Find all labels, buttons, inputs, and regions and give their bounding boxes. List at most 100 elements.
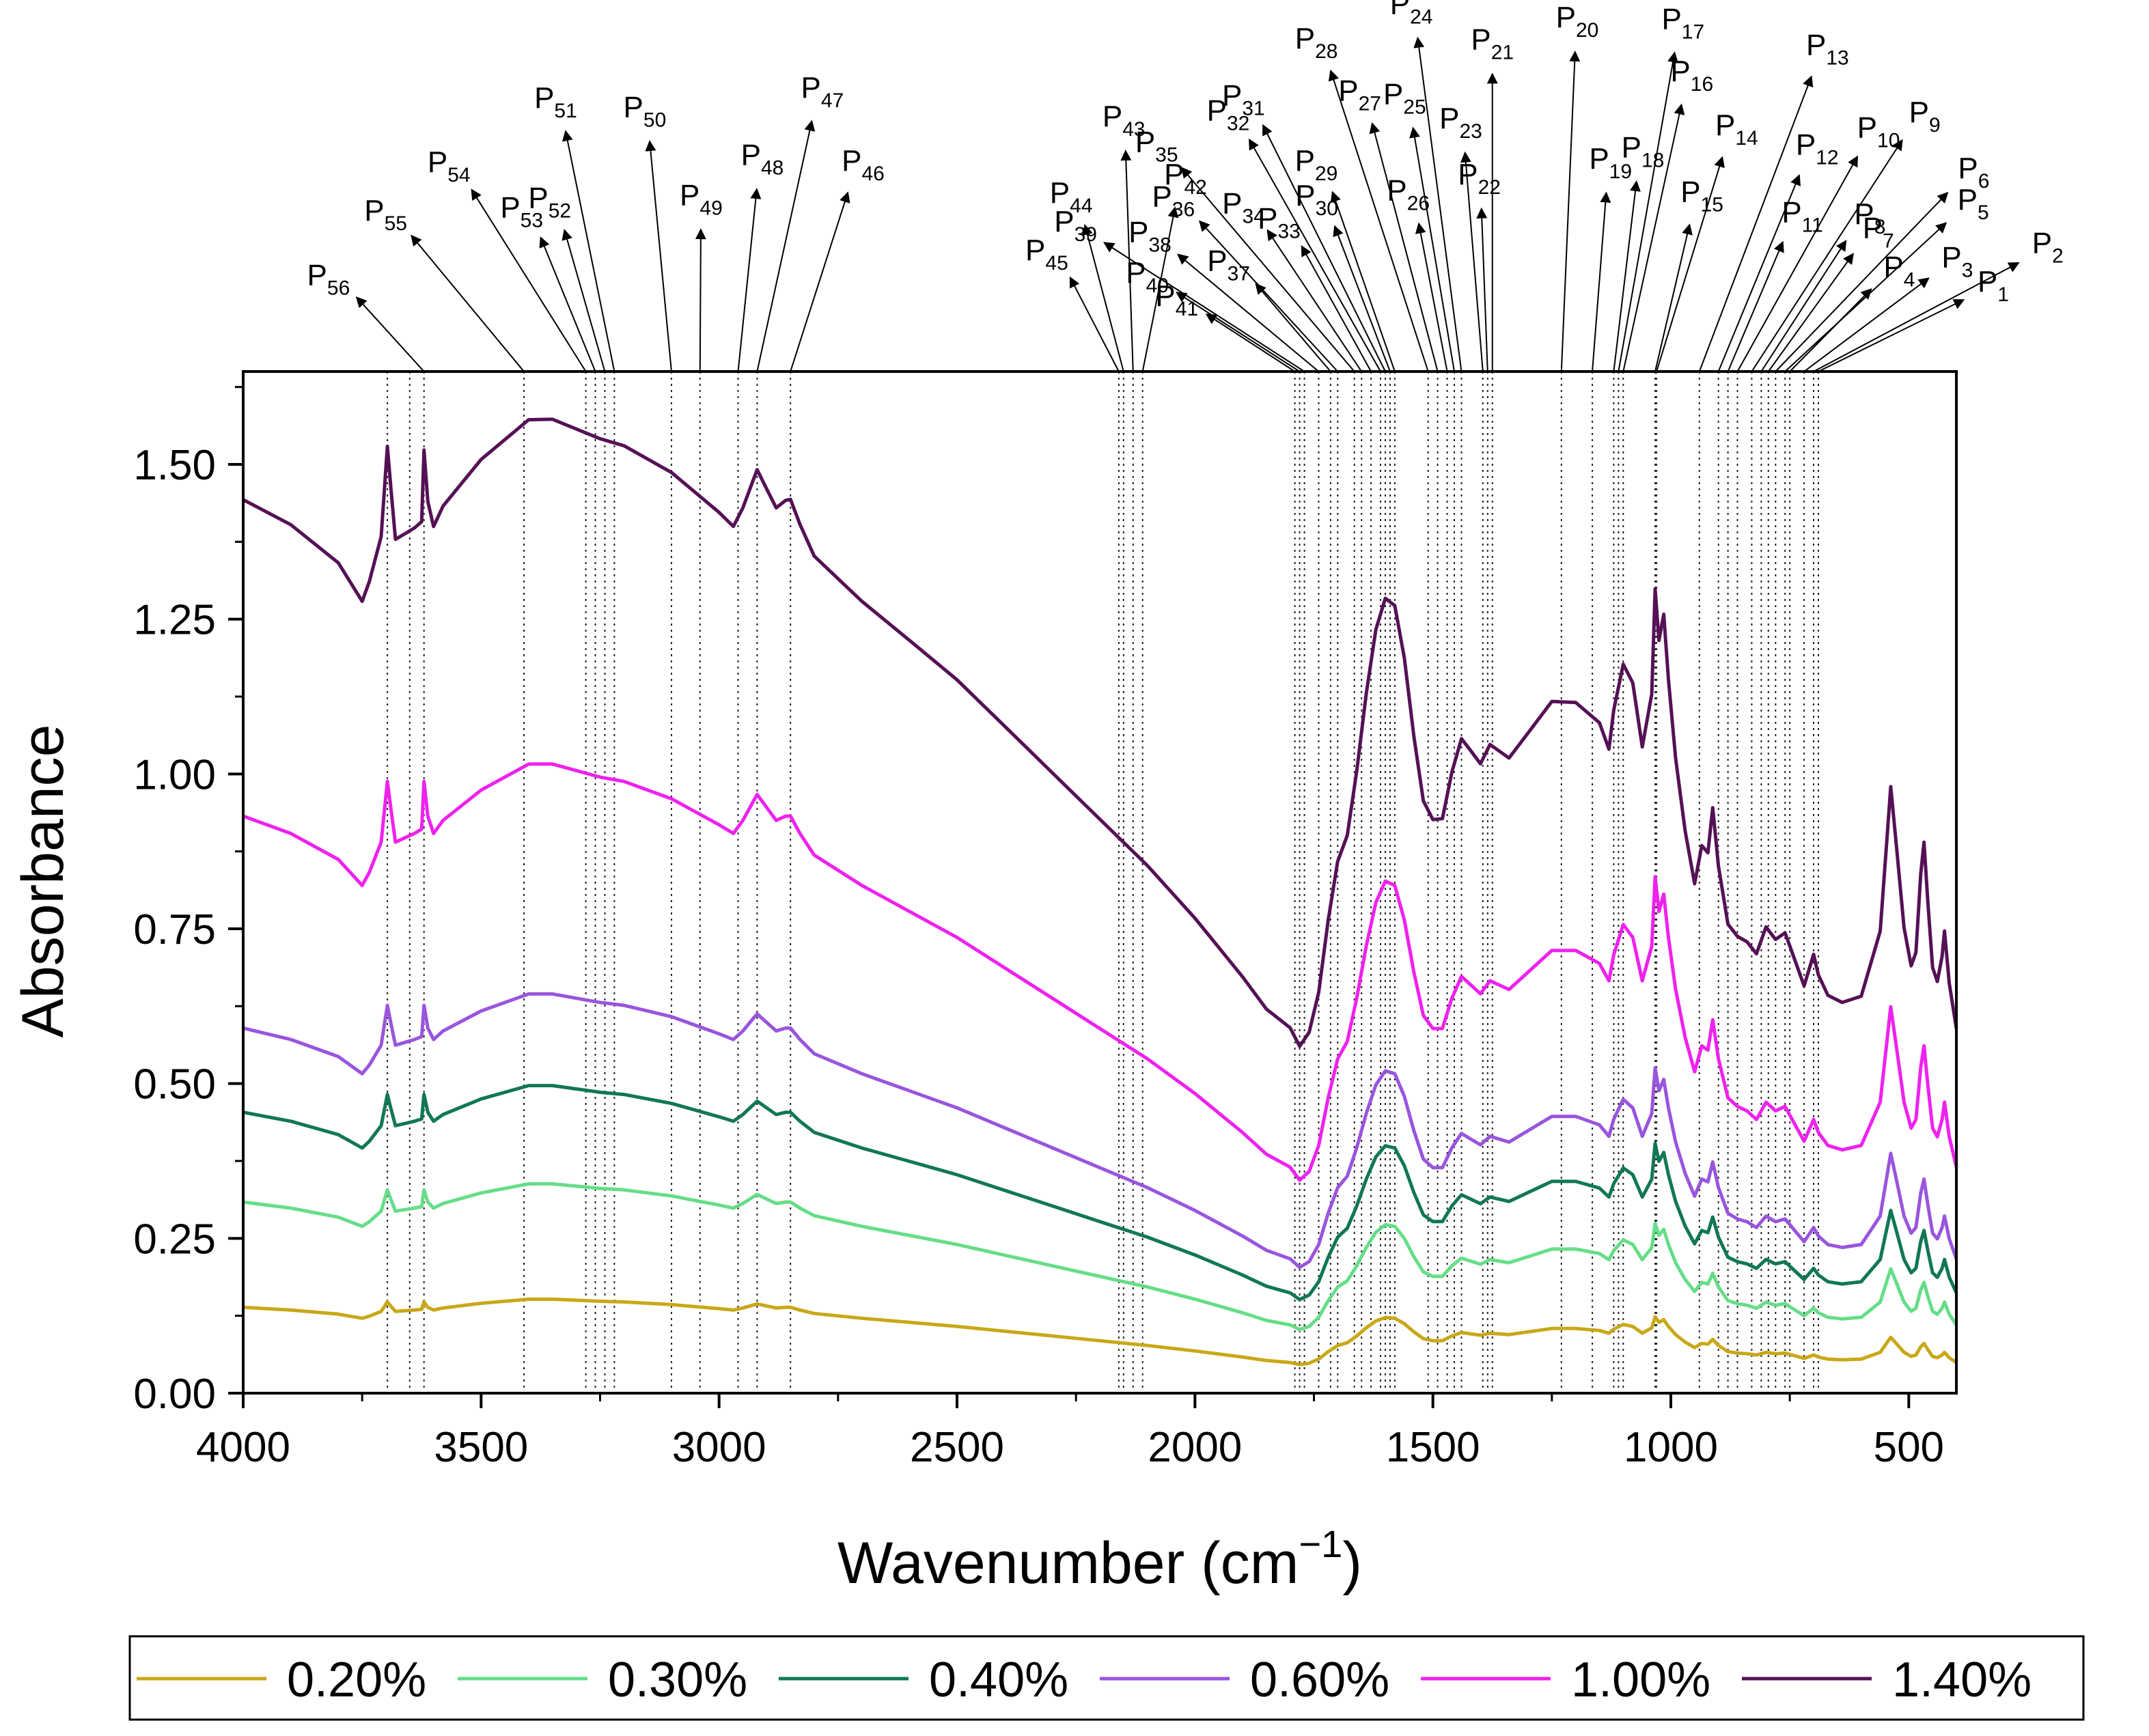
peak-label-letter: P <box>1383 78 1403 111</box>
peak-arrow <box>1069 276 1120 372</box>
peak-label-letter: P <box>1622 131 1641 165</box>
peak-label-letter: P <box>1958 152 1978 185</box>
peak-label: P10 <box>1857 111 1900 152</box>
peak-label-number: 45 <box>1045 252 1068 275</box>
peak-label-letter: P <box>1715 109 1735 142</box>
peak-arrow <box>1103 242 1305 372</box>
peak-label-number: 36 <box>1172 198 1195 221</box>
x-tick-label: 1000 <box>1624 1424 1718 1471</box>
series-line <box>242 1297 1958 1367</box>
peak-label: P1 <box>1978 265 2009 306</box>
peak-label-letter: P <box>1152 180 1171 213</box>
peak-label-letter: P <box>528 182 548 215</box>
peak-label-letter: P <box>680 178 699 212</box>
peak-label-number: 23 <box>1459 120 1482 143</box>
peak-label: P37 <box>1207 244 1250 285</box>
peak-label: P12 <box>1796 128 1839 169</box>
peak-arrow <box>355 296 425 372</box>
peak-label-number: 31 <box>1242 97 1264 120</box>
x-axis-title-main: Wavenumber (cm <box>837 1530 1299 1596</box>
peak-label: P56 <box>307 259 350 300</box>
y-tick-label: 1.50 <box>133 442 216 489</box>
peak-label-letter: P <box>1680 176 1700 209</box>
peak-arrow <box>411 234 525 372</box>
peak-arrow <box>561 130 615 372</box>
peak-arrow <box>1141 206 1179 372</box>
peak-label-letter: P <box>1222 79 1242 112</box>
peak-label-letter: P <box>1390 0 1410 20</box>
peak-label: P39 <box>1054 205 1097 246</box>
y-tick-label: 0.50 <box>133 1061 216 1108</box>
peak-label: P15 <box>1680 176 1723 216</box>
peak-label-number: 32 <box>1227 113 1249 135</box>
peak-label-number: 9 <box>1929 114 1941 137</box>
peak-label: P54 <box>428 145 471 186</box>
peak-arrow <box>1301 244 1372 372</box>
legend-label: 0.40% <box>929 1653 1068 1707</box>
peak-label: P11 <box>1781 195 1823 236</box>
peak-label: P45 <box>1025 234 1068 275</box>
peak-arrow <box>1768 253 1854 372</box>
peak-label-number: 34 <box>1242 205 1264 227</box>
x-tick-label: 1500 <box>1386 1424 1480 1471</box>
x-tick-label: 3000 <box>672 1424 766 1471</box>
peak-arrow <box>1654 223 1693 372</box>
legend-label: 0.60% <box>1250 1653 1389 1707</box>
peak-arrow <box>1180 167 1355 372</box>
peak-label: P50 <box>624 90 667 131</box>
peak-label-letter: P <box>307 259 327 292</box>
peak-arrow <box>1618 51 1678 372</box>
peak-label-letter: P <box>842 144 861 178</box>
peak-labels: P46P47P48P49P50P51P52P53P54P55P56P42P43P… <box>307 0 2064 372</box>
peak-label-number: 3 <box>1962 259 1973 281</box>
peak-label-letter: P <box>1471 23 1491 56</box>
peak-label-letter: P <box>1207 94 1227 128</box>
peak-label-letter: P <box>1295 144 1315 178</box>
peak-label-letter: P <box>2032 227 2052 260</box>
peak-label: P28 <box>1295 22 1338 63</box>
peak-label-letter: P <box>1863 212 1883 245</box>
peak-label: P22 <box>1458 158 1501 199</box>
peak-label-letter: P <box>1661 2 1681 36</box>
series-line <box>242 992 1958 1270</box>
peak-arrow <box>1736 155 1859 372</box>
peak-arrow <box>1751 139 1903 372</box>
peak-label-number: 1 <box>1997 283 2009 306</box>
peak-arrow <box>1613 180 1641 372</box>
peak-label-number: 25 <box>1403 96 1426 119</box>
peak-label: P32 <box>1207 94 1250 135</box>
peak-arrow <box>1205 313 1296 372</box>
peak-label: P42 <box>1164 158 1207 199</box>
peak-label-letter: P <box>1796 128 1816 161</box>
peak-label: P53 <box>500 191 543 232</box>
peak-label-number: 40 <box>1146 275 1169 297</box>
peak-label-number: 50 <box>643 109 666 131</box>
peak-label-letter: P <box>1164 158 1184 191</box>
peak-label: P7 <box>1863 212 1894 253</box>
series-line <box>242 417 1958 1048</box>
peak-label-letter: P <box>1958 183 1978 216</box>
peak-arrow <box>1120 150 1134 372</box>
peak-arrow <box>790 191 850 372</box>
y-axis-title: Absorbance <box>10 725 76 1038</box>
x-axis-title-superscript: −1 <box>1299 1522 1342 1565</box>
peak-label-letter: P <box>1439 102 1459 135</box>
legend-label: 1.40% <box>1892 1653 2032 1707</box>
peak-label: P17 <box>1661 2 1704 43</box>
peak-label: P9 <box>1909 96 1941 137</box>
peak-arrow <box>1333 225 1391 372</box>
peak-label-number: 53 <box>521 209 543 232</box>
peak-label: P6 <box>1958 152 1989 193</box>
peak-label-number: 41 <box>1176 298 1198 320</box>
peak-label-letter: P <box>1909 96 1929 129</box>
peak-label-number: 21 <box>1491 41 1514 64</box>
peak-label: P55 <box>364 194 407 235</box>
peak-label: P25 <box>1383 78 1426 119</box>
peak-label: P29 <box>1295 144 1338 185</box>
peak-label: P47 <box>801 71 844 112</box>
peak-label: P44 <box>1050 176 1093 217</box>
peak-label-number: 22 <box>1478 176 1501 199</box>
y-tick-label: 0.25 <box>133 1216 216 1263</box>
peak-label-letter: P <box>1857 111 1877 145</box>
